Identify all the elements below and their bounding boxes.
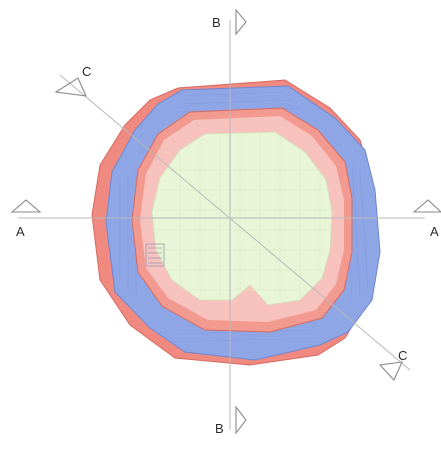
section-marker-a-right-icon [412, 199, 441, 213]
section-label-c-bottom: C [398, 348, 407, 363]
section-marker-c-bottom-icon [378, 361, 403, 381]
section-label-b-bottom: B [215, 421, 224, 436]
section-marker-a-left-icon [10, 199, 42, 213]
section-marker-b-bottom-icon [235, 405, 247, 435]
section-label-c-top: C [82, 64, 91, 79]
section-label-a-right: A [430, 224, 439, 239]
cut-line-c [59, 74, 411, 371]
section-marker-c-top-icon [54, 77, 87, 97]
section-marker-b-top-icon [235, 8, 247, 36]
section-label-b-top: B [212, 15, 221, 30]
section-label-a-left: A [16, 224, 25, 239]
stair-detail [145, 243, 165, 267]
